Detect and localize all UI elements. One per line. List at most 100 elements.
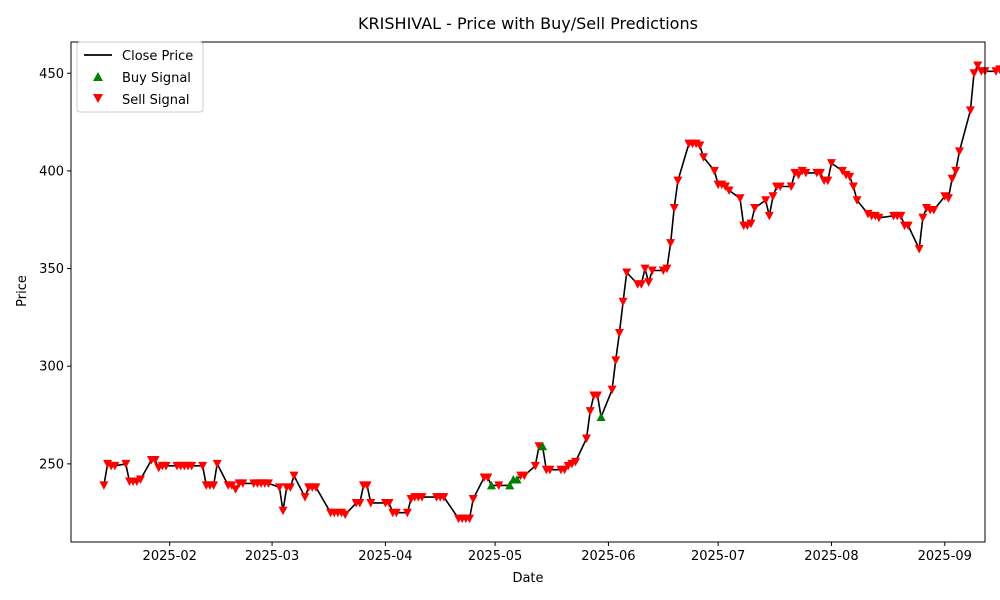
sell-signal-marker: [135, 475, 145, 484]
sell-signal-marker: [238, 479, 248, 488]
x-tick-label: 2025-05: [468, 549, 522, 564]
sell-signal-marker: [110, 461, 120, 471]
sell-signal-marker: [289, 471, 299, 481]
sell-signal-marker: [647, 266, 657, 276]
sell-signal-marker: [99, 481, 109, 490]
sell-signal-marker: [585, 407, 595, 416]
sell-signal-marker: [636, 280, 646, 289]
sell-signal-marker: [571, 457, 581, 467]
sell-signal-marker: [355, 498, 365, 508]
y-tick-label: 450: [39, 67, 64, 82]
sell-signal-marker: [644, 278, 654, 287]
sell-signal-marker: [848, 182, 858, 192]
x-tick-label: 2025-08: [804, 549, 858, 564]
sell-signal-marker: [439, 493, 449, 502]
sell-signal-marker: [735, 194, 745, 203]
sell-signal-marker: [209, 481, 219, 490]
sell-signal-marker: [340, 510, 350, 520]
y-tick-label: 250: [39, 457, 64, 472]
sell-signal-marker: [581, 434, 591, 443]
buy-signal-marker: [596, 412, 606, 421]
sell-signal-marker: [823, 176, 833, 186]
sell-signal-marker: [874, 213, 884, 223]
sell-signal-marker: [494, 481, 504, 490]
sell-signal-marker: [951, 166, 961, 176]
sell-signal-marker: [826, 159, 836, 168]
sell-signal-marker: [815, 168, 825, 178]
legend-sell-signal-label: Sell Signal: [122, 93, 190, 108]
sell-signal-marker: [698, 153, 708, 162]
sell-signal-marker: [673, 176, 683, 186]
sell-signal-marker: [801, 168, 811, 178]
sell-signal-marker: [640, 264, 650, 274]
sell-signal-marker: [465, 514, 475, 524]
sell-signal-marker: [914, 245, 924, 254]
plot-background: [71, 42, 985, 542]
legend-buy-signal-swatch: [93, 72, 103, 81]
sell-signal-marker: [468, 495, 478, 504]
sell-signal-marker: [695, 141, 705, 151]
sell-signal-marker: [231, 485, 241, 494]
sell-signal-marker: [995, 65, 1000, 74]
sell-signal-marker: [417, 493, 427, 502]
sell-signal-marker: [709, 166, 719, 176]
buy-signal-marker: [512, 475, 522, 484]
sell-signal-marker: [530, 461, 540, 471]
sell-signal-marker: [150, 455, 160, 465]
sell-signal-marker: [391, 508, 401, 518]
sell-signal-marker: [366, 498, 376, 508]
sell-signal-marker: [786, 182, 796, 192]
sell-signal-marker: [611, 356, 621, 365]
buy-signal-marker: [486, 480, 496, 490]
buy-signal-marker: [538, 441, 548, 451]
sell-signal-marker: [519, 471, 529, 481]
sell-signal-marker: [845, 172, 855, 182]
sell-signal-marker: [212, 459, 222, 469]
sell-signal-marker: [161, 461, 171, 471]
y-axis-label: Price: [15, 275, 30, 307]
sell-signal-marker: [896, 211, 906, 221]
sell-signal-marker: [263, 479, 273, 488]
sell-signal-marker: [187, 461, 197, 471]
buy-signal-marker: [505, 480, 515, 490]
sell-signal-marker: [662, 264, 672, 274]
sell-signal-marker: [750, 204, 760, 213]
sell-signal-marker: [545, 465, 555, 475]
x-tick-label: 2025-03: [245, 549, 299, 564]
sell-signal-marker: [724, 186, 734, 195]
sell-signal-marker: [969, 69, 979, 78]
sell-signal-marker: [592, 391, 602, 401]
sell-signal-marker: [560, 465, 570, 475]
sell-signal-marker: [121, 459, 131, 469]
sell-signal-marker: [402, 508, 412, 518]
y-tick-label: 400: [39, 164, 64, 179]
sell-signal-marker: [929, 205, 939, 215]
sell-signal-marker: [768, 192, 778, 201]
sell-signal-marker: [943, 194, 953, 203]
legend: Close Price Buy Signal Sell Signal: [76, 41, 204, 113]
sell-signal-marker: [794, 170, 804, 180]
sell-signal-marker: [666, 239, 676, 248]
sell-signal-marker: [300, 493, 310, 502]
sell-signal-marker: [973, 61, 983, 70]
x-tick-label: 2025-07: [691, 549, 745, 564]
sell-signal-marker: [618, 297, 628, 307]
x-tick-label: 2025-02: [143, 549, 197, 564]
sell-signal-marker: [483, 473, 493, 483]
buy-signal-layer: [486, 412, 606, 490]
legend-close-price-label: Close Price: [122, 49, 193, 64]
legend-box: [76, 41, 204, 113]
sell-signal-marker: [278, 506, 288, 516]
y-tick-label: 300: [39, 360, 64, 375]
plot-area: [70, 41, 1000, 543]
sell-signal-marker: [622, 268, 632, 277]
sell-signal-marker: [362, 481, 372, 490]
sell-signal-marker: [198, 461, 208, 471]
chart-title: KRISHIVAL - Price with Buy/Sell Predicti…: [358, 14, 698, 33]
plot-frame: [70, 41, 986, 543]
sell-signal-marker: [903, 221, 913, 231]
sell-signal-marker: [311, 483, 321, 492]
x-axis: 2025-02 2025-03 2025-04 2025-05 2025-06 2025-…: [143, 542, 972, 564]
sell-signal-marker: [775, 182, 785, 192]
